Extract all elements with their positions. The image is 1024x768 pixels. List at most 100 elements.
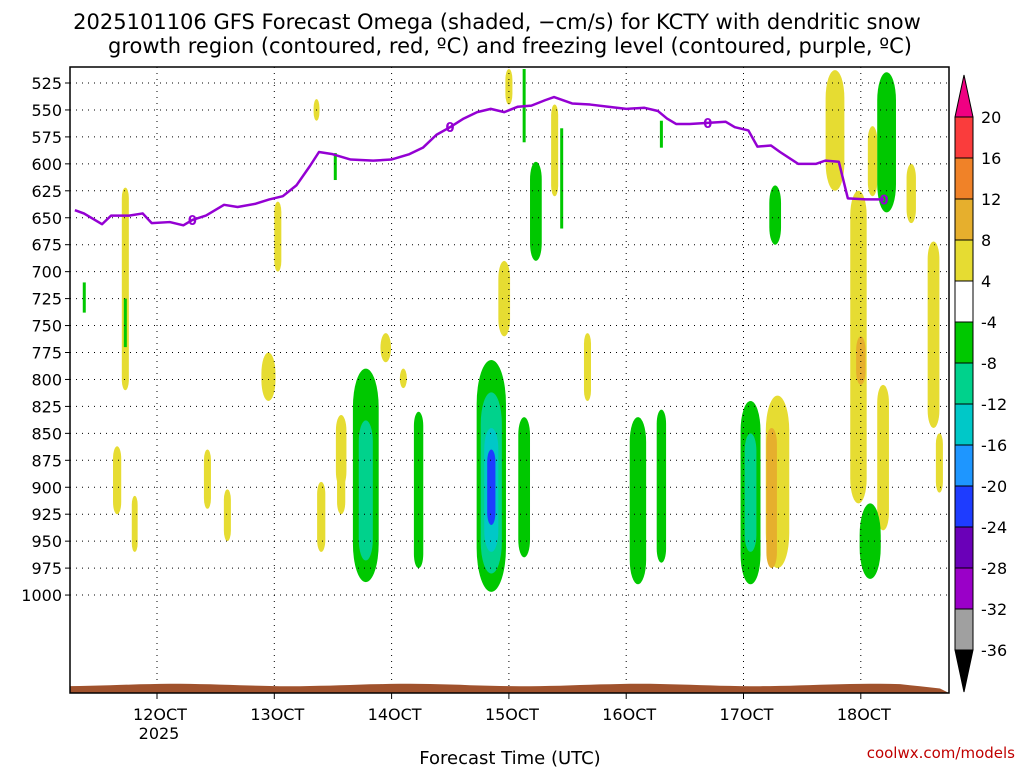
omega-shading-layer [82, 68, 943, 592]
colorbar-label--16: -16 [981, 436, 1007, 455]
colorbar-swatch-7 [954, 403, 974, 446]
sinking-omega-cell-14 [505, 68, 513, 105]
rising-omega-streak-4 [560, 128, 564, 229]
x-tick-label-6: 18OCT [837, 705, 891, 724]
colorbar-swatch-8 [954, 444, 974, 487]
rising-omega-cell-7 [518, 417, 531, 558]
sinking-omega-cell-0 [121, 187, 129, 391]
rising-omega-cell-2 [413, 411, 424, 569]
freezing-level-contour [74, 95, 884, 227]
colorbar-swatch-0 [954, 116, 974, 159]
colorbar-label-20: 20 [981, 108, 1001, 127]
sinking-omega-cell-6 [274, 201, 282, 272]
sinking-omega-cell-15 [551, 104, 559, 197]
colorbar-label--8: -8 [981, 354, 997, 373]
x-tick-year-label: 2025 [139, 724, 180, 743]
rising-omega-streak-0 [82, 282, 86, 313]
colorbar-swatch-3 [954, 239, 974, 282]
sinking-omega-cell-8 [337, 471, 346, 515]
rising-omega-cell-10 [656, 409, 667, 563]
colorbar-swatch-11 [954, 567, 974, 610]
grid-layer [70, 67, 949, 693]
colorbar-swatch-4 [954, 280, 974, 323]
colorbar-label-8: 8 [981, 231, 991, 250]
sinking-omega-cell-1 [113, 446, 122, 515]
y-tick-label-850: 850 [31, 424, 62, 443]
sinking-omega-cell-12 [380, 333, 392, 363]
sinking-omega-cell-4 [223, 489, 231, 542]
rising-omega-streak-2 [333, 153, 337, 181]
sinking-omega-cell-25 [935, 433, 943, 493]
y-tick-label-600: 600 [31, 155, 62, 174]
colorbar-swatch-2 [954, 198, 974, 241]
sinking-omega-cell-21 [856, 336, 866, 385]
sinking-omega-cell-26 [906, 163, 916, 224]
freezing-level-label-2: 0 [703, 117, 712, 132]
colorbar-swatch-12 [954, 608, 974, 651]
colorbar-label-4: 4 [981, 272, 991, 291]
chart-title-line-1: 2025101106 GFS Forecast Omega (shaded, −… [73, 10, 921, 34]
y-tick-label-750: 750 [31, 317, 62, 336]
sinking-omega-cell-13 [399, 368, 407, 389]
sinking-omega-cell-24 [927, 241, 940, 428]
sinking-omega-cell-2 [131, 495, 138, 552]
watermark: coolwx.com/models [867, 744, 1015, 762]
colorbar-label--4: -4 [981, 313, 997, 332]
y-tick-label-625: 625 [31, 182, 62, 201]
rising-omega-cell-13 [769, 185, 782, 245]
colorbar: 20 16 12 8 4 -4 -8 -12 -16 -20 -24 -28 -32 -36 [954, 74, 1007, 693]
colorbar-label--36: -36 [981, 641, 1007, 660]
y-tick-label-700: 700 [31, 263, 62, 282]
colorbar-swatch-5 [954, 321, 974, 364]
sinking-omega-cell-18 [766, 427, 777, 569]
plot-area: 0 0 0 0 [69, 66, 950, 694]
rising-omega-streak-1 [123, 298, 127, 348]
y-tick-label-1000: 1000 [21, 586, 62, 605]
y-tick-label-925: 925 [31, 505, 62, 524]
y-tick-label-900: 900 [31, 478, 62, 497]
rising-omega-cell-8 [530, 161, 542, 261]
colorbar-label--12: -12 [981, 395, 1007, 414]
colorbar-bottom-arrow [954, 649, 974, 693]
x-tick-label-3: 15OCT [485, 705, 539, 724]
colorbar-label-16: 16 [981, 149, 1001, 168]
colorbar-swatch-6 [954, 362, 974, 405]
freezing-level-label-3: 0 [879, 193, 888, 208]
plot-frame [69, 66, 950, 694]
rising-omega-cell-12 [744, 433, 757, 552]
y-tick-label-675: 675 [31, 236, 62, 255]
y-tick-label-975: 975 [31, 559, 62, 578]
x-tick-label-2: 14OCT [368, 705, 422, 724]
sinking-omega-cell-9 [317, 481, 326, 552]
sinking-omega-cell-5 [261, 352, 276, 402]
sinking-omega-cell-22 [867, 126, 878, 197]
rising-omega-cell-6 [487, 449, 496, 525]
y-tick-label-575: 575 [31, 128, 62, 147]
pressure-axis: 525 550 575 600 625 650 675 700 725 750 775 800 825 8… [21, 74, 70, 605]
rising-omega-cell-15 [877, 72, 896, 213]
rising-omega-streak-5 [659, 120, 663, 148]
colorbar-label--20: -20 [981, 477, 1007, 496]
freezing-level-label-0: 0 [188, 214, 197, 229]
rising-omega-cell-9 [629, 417, 647, 585]
chart-title-line-2: growth region (contoured, red, ºC) and f… [108, 34, 912, 58]
ground-terrain [70, 683, 949, 693]
colorbar-label--32: -32 [981, 600, 1007, 619]
y-tick-label-725: 725 [31, 290, 62, 309]
x-axis-label: Forecast Time (UTC) [419, 748, 600, 768]
colorbar-swatch-9 [954, 485, 974, 528]
y-tick-label-950: 950 [31, 532, 62, 551]
x-tick-label-1: 13OCT [250, 705, 304, 724]
freezing-level-label-1: 0 [446, 121, 455, 136]
rising-omega-cell-1 [358, 420, 373, 561]
sinking-omega-cell-7 [335, 415, 347, 488]
x-tick-label-5: 17OCT [720, 705, 774, 724]
y-tick-label-875: 875 [31, 451, 62, 470]
y-tick-label-825: 825 [31, 397, 62, 416]
colorbar-label--28: -28 [981, 559, 1007, 578]
sinking-omega-cell-11 [498, 260, 511, 337]
sinking-omega-cell-3 [203, 449, 211, 509]
colorbar-label-12: 12 [981, 190, 1001, 209]
